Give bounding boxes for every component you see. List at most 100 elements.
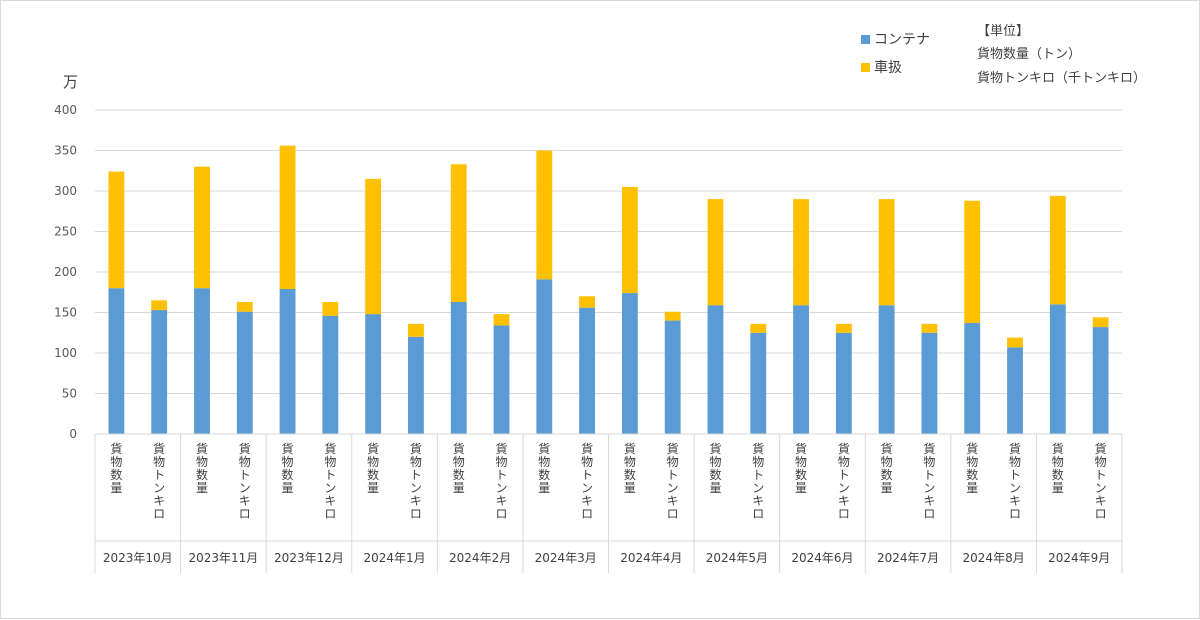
bar-segment	[322, 315, 339, 434]
bar-segment	[450, 164, 467, 302]
bar-segment	[493, 314, 510, 326]
x-category-label: 貨物トンキロ	[410, 441, 422, 521]
x-category-label: 貨物トンキロ	[239, 441, 251, 521]
gridlines	[95, 109, 1122, 435]
x-category-label: 貨物トンキロ	[581, 441, 593, 521]
bar-segment	[921, 332, 938, 434]
x-group-label: 2024年9月	[1048, 551, 1110, 565]
unit-note-line-1: 貨物数量（トン）	[977, 46, 1081, 62]
y-tick-label: 300	[54, 184, 77, 198]
x-group-label: 2024年5月	[706, 551, 768, 565]
x-category-label: 貨物数量	[196, 441, 208, 495]
x-category-label: 貨物数量	[367, 441, 379, 495]
bar-segment	[108, 171, 125, 289]
bar-segment	[151, 310, 168, 434]
bar-segment	[878, 199, 895, 306]
bar-segment	[579, 296, 596, 308]
bar-segment	[493, 325, 510, 434]
bar-segment	[835, 323, 852, 333]
x-category-label: 貨物トンキロ	[153, 441, 165, 521]
bar-segment	[450, 301, 467, 434]
bar-segment	[964, 200, 981, 324]
bar-segment	[194, 166, 210, 289]
bar-segment	[621, 186, 638, 294]
y-axis-ticks: 0 50 100 150 200 250 300 350 400	[54, 103, 77, 441]
bar-segment	[1007, 347, 1023, 434]
bar-segment	[964, 323, 981, 434]
bar-segment	[750, 323, 767, 333]
y-tick-label: 150	[54, 306, 77, 320]
x-category-label: 貨物数量	[453, 441, 465, 495]
bar-segment	[579, 307, 596, 434]
x-group-label: 2024年4月	[620, 551, 682, 565]
bar-segment	[1049, 304, 1066, 434]
legend-swatch	[861, 35, 870, 44]
legend-label: 車扱	[874, 59, 902, 76]
legend-label: コンテナ	[874, 32, 930, 48]
y-tick-label: 250	[54, 225, 77, 239]
y-tick-label: 350	[54, 144, 77, 158]
bar-segment	[921, 323, 938, 333]
x-category-label: 貨物数量	[966, 441, 978, 495]
bar-segment	[322, 301, 339, 316]
x-category-label: 貨物数量	[795, 441, 807, 495]
x-category-label: 貨物数量	[624, 441, 636, 495]
x-category-label: 貨物数量	[538, 441, 550, 495]
x-category-label: 貨物トンキロ	[1009, 441, 1021, 521]
x-category-label: 貨物トンキロ	[1095, 441, 1107, 521]
bar-segment	[707, 199, 724, 306]
bar-segment	[365, 314, 382, 434]
bar-segment	[236, 311, 253, 434]
legend-swatch	[861, 63, 870, 72]
bar-segment	[279, 145, 296, 290]
y-tick-label: 0	[69, 427, 77, 441]
x-category-label: 貨物トンキロ	[496, 441, 508, 521]
bar-segment	[236, 301, 253, 312]
x-category-label: 貨物トンキロ	[324, 441, 336, 521]
y-tick-label: 50	[62, 387, 77, 401]
bar-segment	[536, 279, 553, 434]
x-axis: 貨物数量 貨物トンキロ 貨物数量 貨物トンキロ 貨物数量 貨物トンキロ 貨物数量 貨物トンキロ…	[94, 433, 1123, 573]
bar-segment	[408, 323, 424, 337]
bar-segment	[664, 311, 681, 321]
x-category-label: 貨物数量	[1052, 441, 1064, 495]
x-group-label: 2023年12月	[274, 551, 344, 565]
x-category-label: 貨物数量	[709, 441, 721, 495]
x-category-label: 貨物数量	[282, 441, 294, 495]
bar-segment	[151, 300, 168, 311]
y-tick-label: 200	[54, 265, 77, 279]
bar-segment	[750, 332, 767, 434]
bar-segment	[536, 150, 553, 280]
bar-segment	[108, 288, 125, 434]
bar-segment	[793, 305, 809, 434]
x-category-label: 貨物トンキロ	[838, 441, 850, 521]
x-category-label: 貨物トンキロ	[923, 441, 935, 521]
bar-segment	[793, 199, 809, 306]
y-tick-label: 100	[54, 346, 77, 360]
x-category-label: 貨物数量	[881, 441, 893, 495]
unit-note-line-2: 貨物トンキロ（千トンキロ）	[977, 70, 1146, 86]
x-group-label: 2024年6月	[791, 551, 853, 565]
bar-segment	[279, 289, 296, 434]
bars	[108, 145, 1109, 434]
x-group-label: 2024年3月	[535, 551, 597, 565]
y-unit-label: 万	[63, 73, 78, 91]
bar-segment	[621, 293, 638, 434]
x-category-label: 貨物トンキロ	[752, 441, 764, 521]
bar-segment	[707, 305, 724, 434]
bar-segment	[408, 336, 424, 434]
y-tick-label: 400	[54, 103, 77, 117]
bar-segment	[1092, 327, 1109, 434]
bar-segment	[1049, 195, 1066, 305]
bar-segment	[1092, 317, 1109, 328]
x-group-label: 2024年2月	[449, 551, 511, 565]
x-group-label: 2023年11月	[188, 551, 258, 565]
x-group-label: 2023年10月	[103, 551, 173, 565]
unit-note-title: 【単位】	[977, 23, 1029, 39]
x-group-label: 2024年7月	[877, 551, 939, 565]
bar-segment	[1007, 337, 1023, 348]
x-group-label: 2024年1月	[363, 551, 425, 565]
bar-segment	[194, 288, 210, 434]
